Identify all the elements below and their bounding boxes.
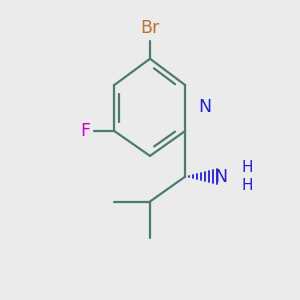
Text: H: H xyxy=(241,160,253,175)
Text: H: H xyxy=(241,178,253,193)
Text: N: N xyxy=(214,167,227,185)
Text: N: N xyxy=(198,98,211,116)
Text: Br: Br xyxy=(140,19,160,37)
Text: F: F xyxy=(80,122,91,140)
